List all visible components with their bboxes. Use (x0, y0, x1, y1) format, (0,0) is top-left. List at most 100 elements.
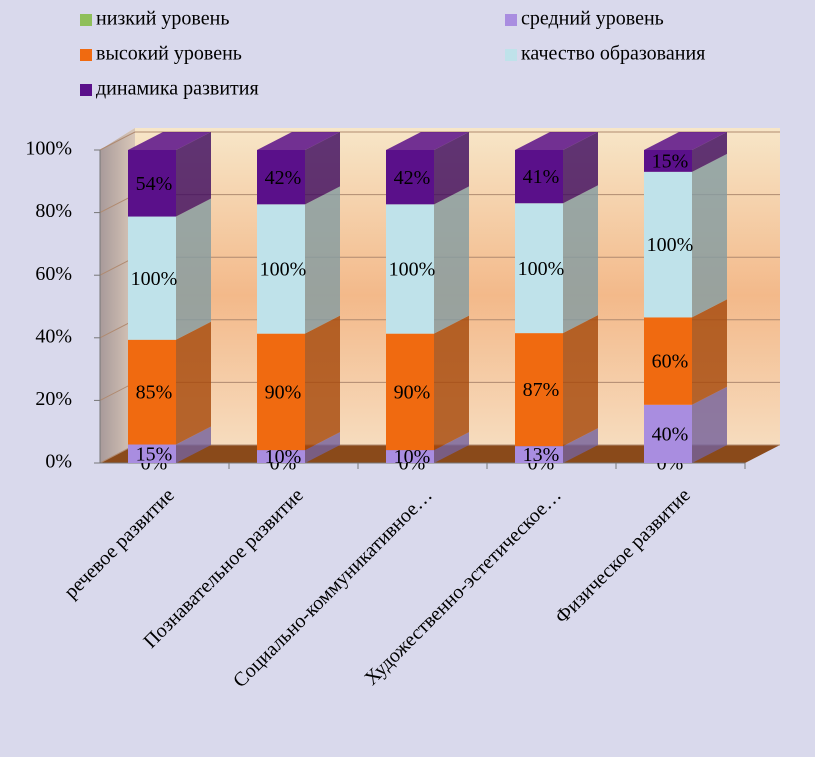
legend-label: средний уровень (521, 8, 664, 30)
y-tick-label: 20% (35, 388, 72, 410)
legend-swatch (80, 49, 92, 61)
data-label: 100% (131, 268, 178, 290)
bar-side-shade (305, 432, 340, 463)
legend-label: высокий уровень (96, 43, 242, 65)
bar-side-shade (563, 428, 598, 463)
bar-side-shade (176, 132, 211, 217)
bar-side (176, 426, 211, 463)
bar-segment (386, 333, 434, 451)
data-label: 42% (265, 167, 302, 189)
legend-label: низкий уровень (96, 8, 229, 30)
bar-side-shade (563, 132, 598, 204)
bar-segment (257, 450, 305, 463)
data-label: 100% (647, 234, 694, 256)
bar-side-shade (692, 132, 727, 172)
bar-segment (128, 150, 176, 217)
bar-segment (515, 446, 563, 463)
legend-label: динамика развития (96, 78, 259, 100)
bar-side (434, 315, 469, 451)
data-label: 13% (523, 444, 560, 466)
bar-top (257, 132, 340, 150)
bar-side-shade (176, 321, 211, 445)
data-label: 54% (136, 173, 173, 195)
bar-segment (257, 150, 305, 205)
bar-segment (644, 404, 692, 463)
data-label: 15% (652, 151, 689, 173)
bar-side-shade (176, 426, 211, 463)
bar-side (692, 386, 727, 463)
bar-top (644, 132, 727, 150)
x-tick-label: Физическое развитие (551, 484, 695, 628)
bar-side (563, 132, 598, 204)
bar-side-shade (305, 132, 340, 205)
bar-side-shade (434, 132, 469, 205)
data-label: 10% (394, 446, 431, 468)
y-tick-label: 80% (35, 200, 72, 222)
x-tick-label: речевое развитие (60, 484, 179, 603)
data-label: 100% (389, 259, 436, 281)
data-label: 10% (265, 446, 302, 468)
bar-segment (128, 216, 176, 340)
bar-top (128, 132, 211, 150)
data-label: 100% (518, 258, 565, 280)
y-tick-label: 100% (25, 138, 72, 160)
data-label: 42% (394, 167, 431, 189)
legend-swatch (80, 14, 92, 26)
data-label: 40% (652, 423, 689, 445)
legend-swatch (505, 49, 517, 61)
bar-segment (257, 204, 305, 334)
bar-side-shade (563, 315, 598, 447)
bar-segment (386, 450, 434, 463)
data-label: 85% (136, 382, 173, 404)
bar-top (386, 132, 469, 150)
bar-side (692, 299, 727, 405)
bar-segment (515, 333, 563, 447)
bar-side-shade (305, 315, 340, 451)
legend-swatch (505, 14, 517, 26)
bar-side (434, 132, 469, 205)
bar-segment (128, 339, 176, 445)
bar-side-shade (692, 386, 727, 463)
bar-segment (128, 444, 176, 463)
data-label: 90% (394, 381, 431, 403)
bar-segment (644, 317, 692, 405)
side-wall (100, 128, 135, 463)
bar-side-shade (434, 186, 469, 334)
bar-segment (515, 203, 563, 334)
bar-top (515, 132, 598, 150)
y-tick-label: 40% (35, 325, 72, 347)
legend-label: качество образования (521, 43, 705, 65)
bar-segment (644, 150, 692, 172)
bar-segment (644, 171, 692, 318)
bar-side (305, 432, 340, 463)
y-tick-label: 60% (35, 263, 72, 285)
bar-side (434, 186, 469, 334)
bar-side (434, 432, 469, 463)
data-label: 90% (265, 381, 302, 403)
bar-segment (386, 150, 434, 205)
data-label: 60% (652, 351, 689, 373)
bar-side-shade (434, 315, 469, 451)
bar-side (305, 315, 340, 451)
bar-side (692, 153, 727, 318)
bar-side-shade (434, 432, 469, 463)
bar-side-shade (176, 198, 211, 340)
data-label: 100% (260, 259, 307, 281)
bar-segment (257, 333, 305, 451)
bar-side-shade (692, 299, 727, 405)
legend-swatch (80, 84, 92, 96)
bar-side (176, 198, 211, 340)
bar-side-shade (692, 153, 727, 318)
bar-side (563, 315, 598, 447)
y-tick-label: 0% (45, 451, 72, 473)
bar-segment (515, 150, 563, 204)
bar-side (563, 428, 598, 463)
data-label: 87% (523, 379, 560, 401)
bar-side (176, 321, 211, 445)
bar-side (305, 132, 340, 205)
bar-segment (386, 204, 434, 334)
bar-side (305, 186, 340, 334)
bar-side (176, 132, 211, 217)
bar-side-shade (563, 185, 598, 334)
